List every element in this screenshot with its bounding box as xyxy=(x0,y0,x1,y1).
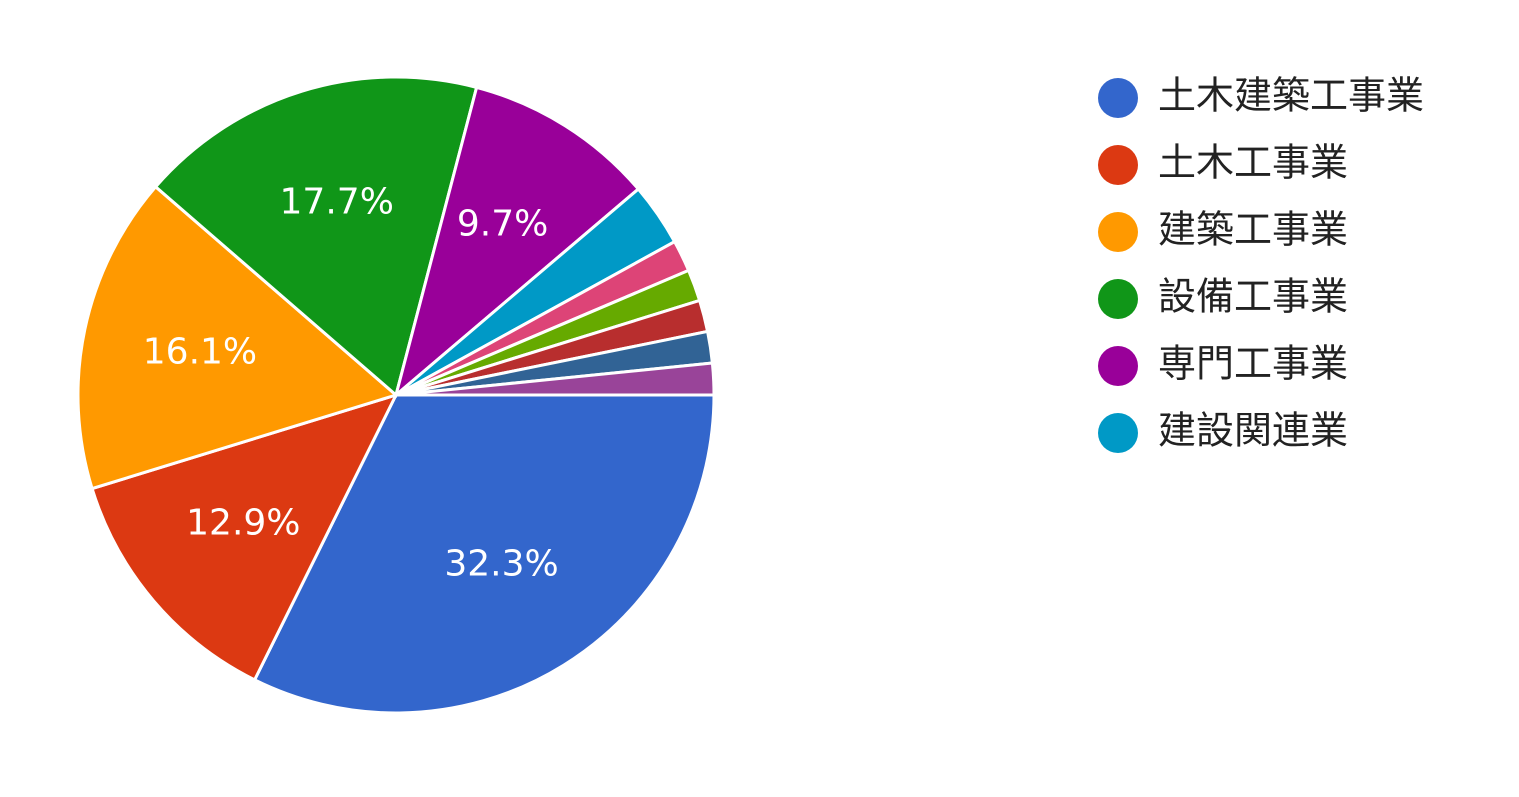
legend-swatch xyxy=(1098,78,1138,118)
legend-label: 設備工事業 xyxy=(1158,275,1348,319)
pie-slice xyxy=(395,361,716,397)
legend-swatch xyxy=(1098,145,1138,185)
slice-label: 16.1% xyxy=(143,332,257,373)
slice-label: 32.3% xyxy=(444,543,558,584)
slice-label: 12.9% xyxy=(186,503,300,544)
slice-label: 9.7% xyxy=(457,203,548,244)
legend-label: 土木工事業 xyxy=(1158,141,1348,185)
legend-label: 土木建築工事業 xyxy=(1158,74,1424,118)
legend-label: 専門工事業 xyxy=(1158,342,1348,386)
legend-label: 建設関連業 xyxy=(1158,409,1348,453)
legend-swatch xyxy=(1098,413,1138,453)
legend-swatch xyxy=(1098,279,1138,319)
pie-slice xyxy=(76,184,400,491)
legend-swatch xyxy=(1098,346,1138,386)
pie-slice xyxy=(153,75,479,398)
pie-slice xyxy=(393,85,641,400)
slice-label: 17.7% xyxy=(280,182,394,223)
pie-slice xyxy=(252,393,716,715)
legend-swatch xyxy=(1098,212,1138,252)
legend-label: 建築工事業 xyxy=(1158,208,1348,252)
